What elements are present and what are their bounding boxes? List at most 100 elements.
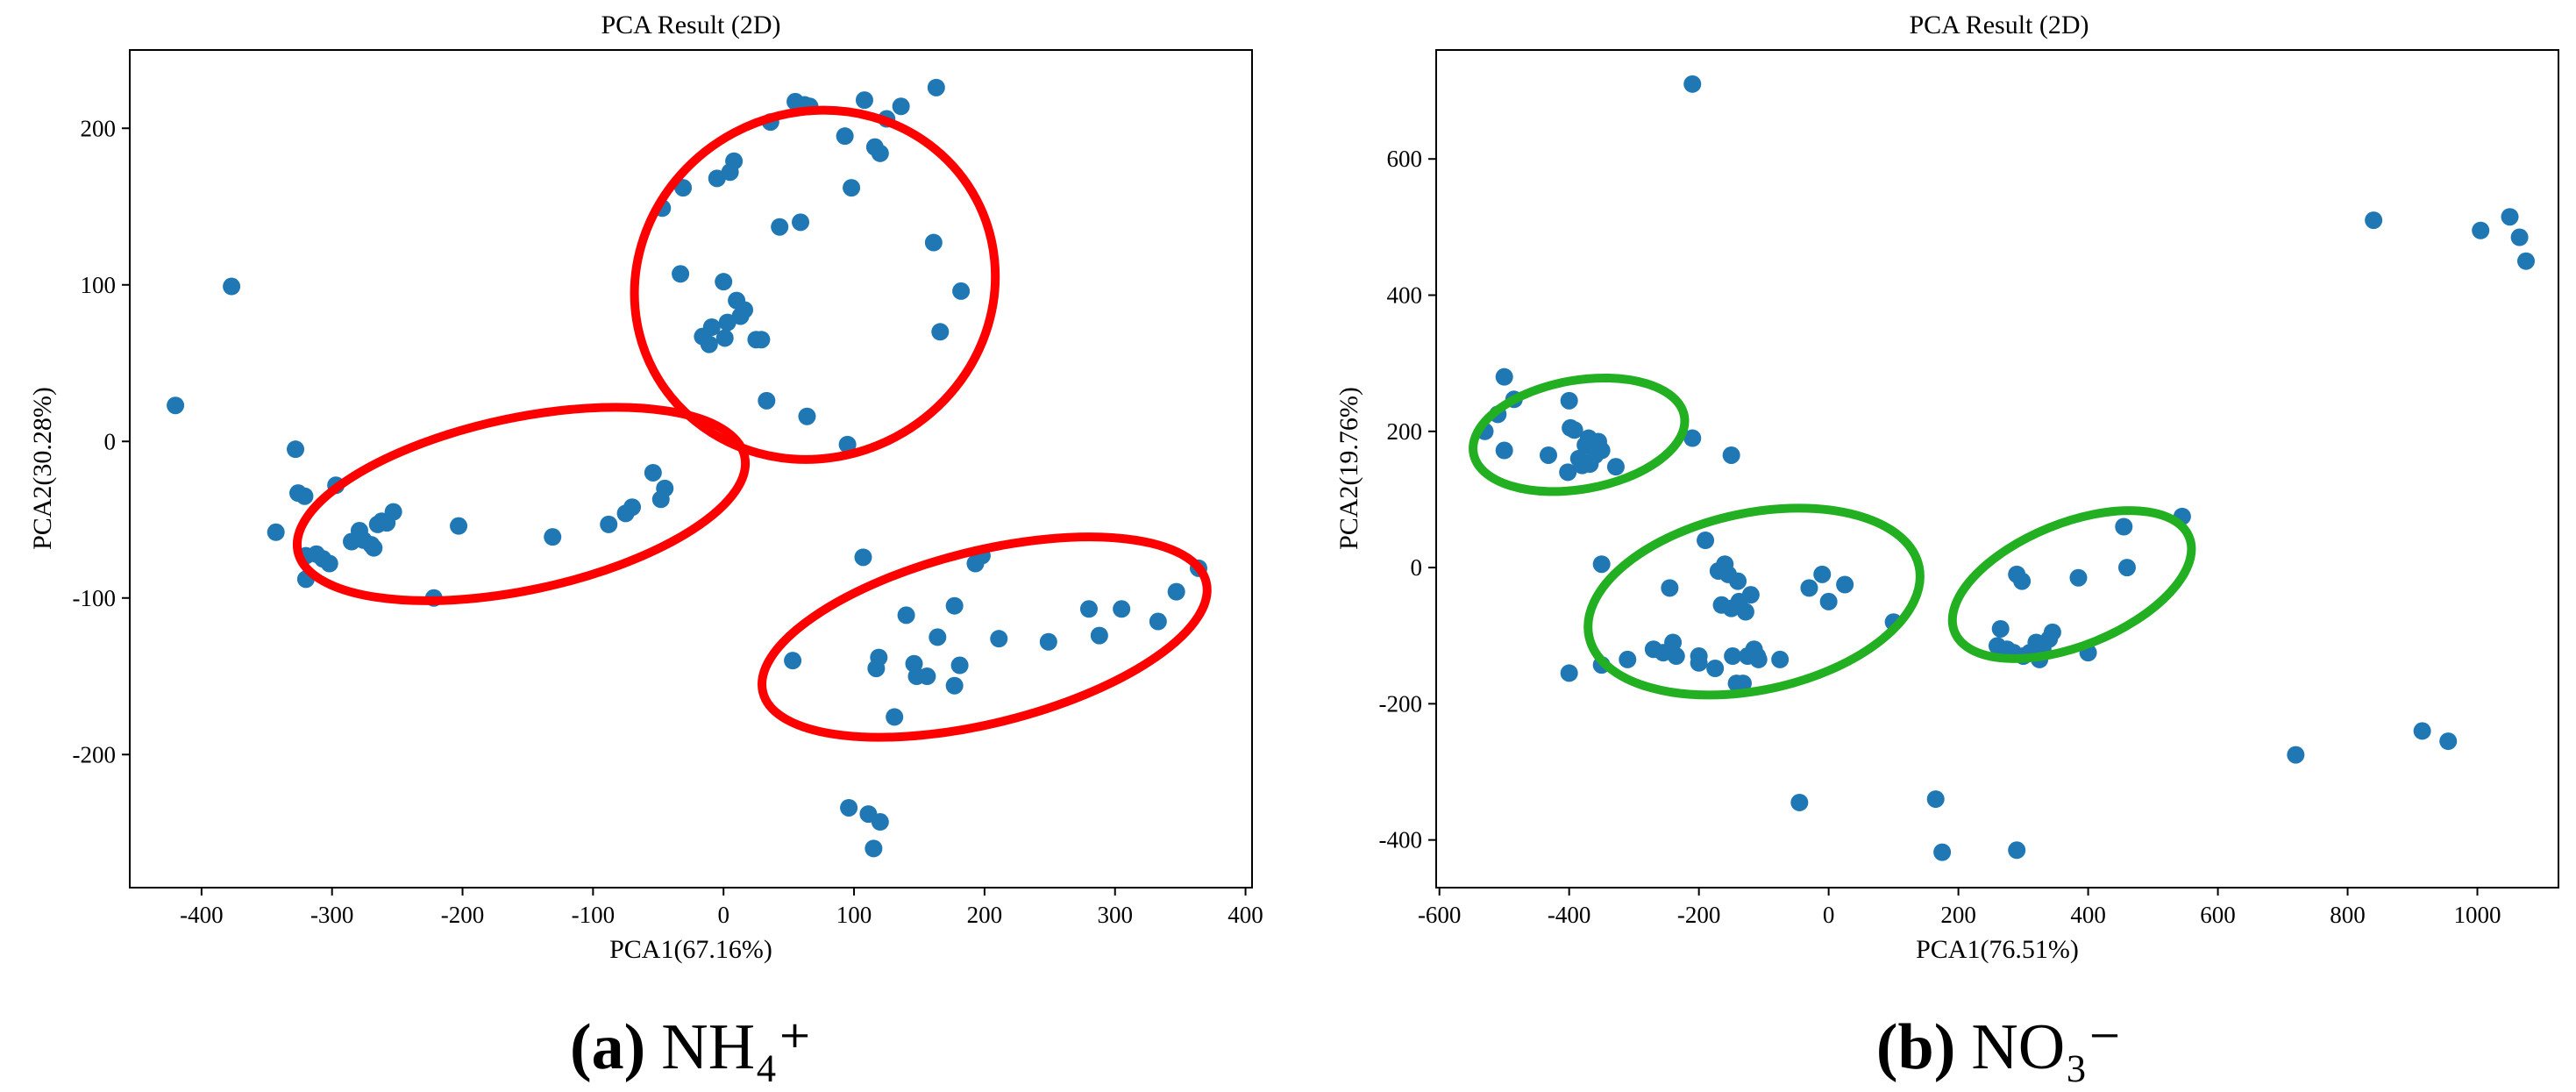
- panel-b-ytick-label: -400: [1379, 827, 1423, 853]
- panel-b-data-point: [1800, 579, 1818, 597]
- panel-a-cluster-ellipse: [758, 532, 1212, 742]
- panel-a-data-point: [798, 407, 816, 425]
- panel-a-xtick-label: 300: [1097, 902, 1133, 928]
- panel-a-data-point: [623, 498, 642, 517]
- panel-b-ytick-label: 200: [1387, 418, 1423, 445]
- panel-a-data-point: [702, 318, 721, 336]
- panel-a-data-point: [715, 273, 733, 291]
- panel-b-data-point: [1724, 647, 1742, 666]
- panel-a-title: PCA Result (2D): [601, 11, 780, 39]
- panel-a-ytick-label: 100: [81, 272, 117, 298]
- panel-a-xtick-label: 0: [717, 902, 729, 928]
- panel-b-cluster-ellipse: [1947, 506, 2196, 663]
- panel-a-data-point: [223, 277, 241, 296]
- panel-b-data-point: [1560, 664, 1578, 682]
- panel-a-data-point: [450, 517, 468, 535]
- panel-b-data-point: [1690, 653, 1708, 672]
- panel-a-data-point: [1039, 632, 1057, 651]
- panel-b-data-point: [1991, 619, 2010, 638]
- panel-b-data-point: [1560, 391, 1578, 410]
- panel-b-data-point: [2115, 517, 2133, 536]
- panel-b: PCA Result (2D) -600 -400 -200 0 200 400 600 80…: [1334, 11, 2559, 1083]
- panel-b-data-point: [1606, 458, 1625, 476]
- panel-b-data-point: [2413, 722, 2431, 740]
- panel-b-data-point: [2517, 252, 2536, 270]
- panel-a-data-point: [897, 606, 915, 625]
- panel-b-cluster-ellipse: [1583, 503, 1925, 700]
- panel-b-data-point: [1683, 429, 1702, 447]
- panel-b-data-point: [2365, 211, 2383, 230]
- panel-a-data-point: [945, 596, 964, 615]
- panel-b-data-point: [1736, 603, 1754, 621]
- panel-a-data-point: [365, 539, 383, 557]
- panel-b-data-point: [1664, 633, 1683, 652]
- panel-a-data-point: [929, 628, 947, 646]
- panel-a-data-point: [931, 323, 950, 341]
- panel-a-data-point: [544, 528, 562, 546]
- panel-a-xtick-label: 100: [836, 902, 872, 928]
- panel-b-axes-frame: [1435, 49, 2559, 889]
- panel-a-xtick-label: 200: [967, 902, 1003, 928]
- panel-a-data-point: [167, 396, 185, 415]
- panel-b-data-point: [1813, 565, 1832, 583]
- panel-a-data-point: [1079, 600, 1098, 618]
- panel-b-data-point: [1592, 555, 1611, 574]
- panel-a-data-point: [865, 839, 883, 858]
- panel-b-data-point: [1661, 579, 1679, 597]
- panel-a-data-point: [700, 335, 718, 353]
- panel-b-data-point: [2008, 841, 2026, 860]
- panel-b-xtick-label: 600: [2200, 902, 2236, 928]
- panel-a-data-point: [792, 213, 810, 232]
- panel-a-ytick-label: -100: [73, 585, 117, 611]
- panel-b-caption-letter: (b): [1876, 1011, 1955, 1083]
- panel-a-ytick-label: 0: [104, 428, 117, 454]
- panel-b-xtick-label: 800: [2330, 902, 2366, 928]
- panel-a-caption-letter: (a): [570, 1011, 645, 1083]
- panel-a-ytick-label: -200: [73, 741, 117, 767]
- panel-b-data-point: [1741, 586, 1760, 604]
- panel-a-plot: -400 -300 -200 -100 0 100 200 300 400 -200 -100 0 10…: [73, 78, 1263, 928]
- panel-a-data-point: [871, 144, 889, 162]
- panel-a-data-point: [840, 798, 858, 817]
- panel-b-data-point: [1926, 790, 1945, 809]
- panel-a-data-point: [736, 301, 754, 319]
- panel-b-data-point: [1749, 650, 1768, 668]
- panel-a-data-point: [871, 813, 889, 831]
- panel-b-data-point: [1667, 647, 1685, 666]
- panel-a-data-point: [1149, 612, 1167, 631]
- panel-a-cluster-ellipse: [292, 403, 751, 605]
- panel-a-data-point: [758, 391, 776, 410]
- panel-b-data-point: [1771, 650, 1790, 668]
- panel-b-xtick-label: -200: [1677, 902, 1721, 928]
- panel-a-data-point: [945, 676, 964, 695]
- panel-b-caption-text: NO₃⁻: [1971, 1011, 2122, 1083]
- panel-b-cluster-ellipse: [1469, 373, 1690, 496]
- panel-b-ytick-label: 600: [1387, 146, 1423, 172]
- panel-a-data-point: [870, 648, 888, 667]
- panel-b-data-point: [1722, 446, 1740, 464]
- panel-b-data-point: [2510, 228, 2529, 246]
- panel-a-data-point: [672, 265, 690, 283]
- panel-a-cluster-ellipse: [630, 105, 1000, 464]
- panel-a-caption-text: NH₄⁺: [661, 1011, 812, 1083]
- panel-b-plot: -600 -400 -200 0 200 400 600 800 1000 -400 -200 0 20…: [1379, 75, 2536, 928]
- panel-b-ytick-label: -200: [1379, 690, 1423, 717]
- panel-a: PCA Result (2D) -400 -300 -200 -100 0 100 200 3…: [28, 11, 1263, 1083]
- panel-a-data-point: [918, 667, 936, 686]
- panel-a-caption: (a) NH₄⁺: [570, 1011, 812, 1083]
- panel-b-xlabel: PCA1(76.51%): [1916, 935, 2079, 964]
- panel-b-title: PCA Result (2D): [1909, 11, 2089, 39]
- panel-a-data-point: [892, 97, 910, 116]
- panel-a-ylabel: PCA2(30.28%): [28, 387, 57, 550]
- panel-a-data-point: [927, 78, 945, 96]
- panel-a-data-point: [952, 282, 971, 300]
- panel-b-data-point: [2069, 568, 2088, 587]
- panel-b-data-point: [1733, 674, 1752, 693]
- panel-b-data-point: [1933, 843, 1952, 861]
- panel-b-data-point: [1559, 463, 1577, 482]
- panel-b-data-point: [1540, 446, 1557, 464]
- panel-a-data-point: [771, 218, 789, 236]
- panel-b-data-point: [1729, 572, 1747, 590]
- panel-a-data-point: [295, 487, 314, 505]
